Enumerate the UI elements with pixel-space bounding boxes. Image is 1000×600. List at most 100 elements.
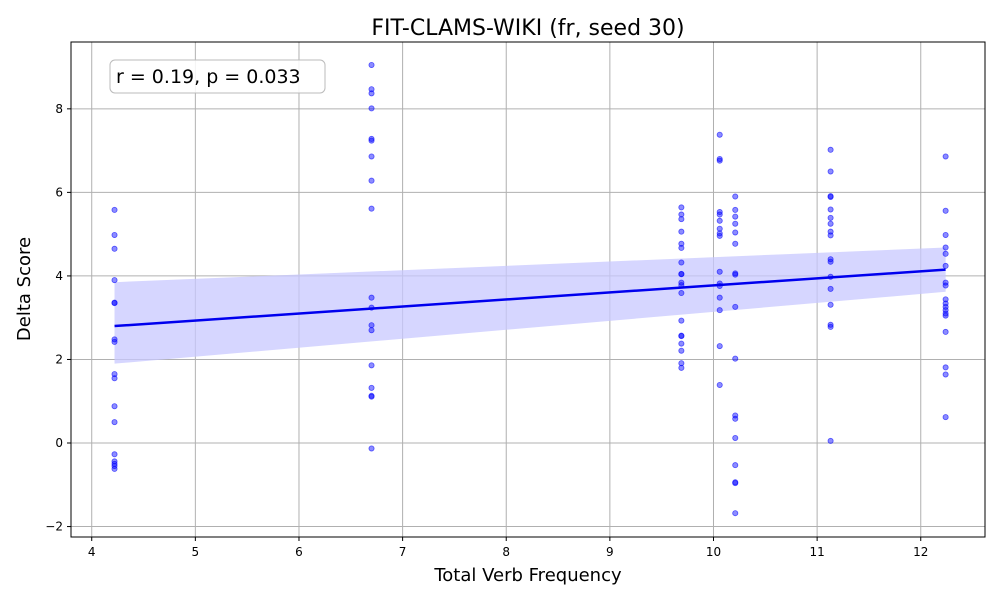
confidence-band-layer bbox=[114, 247, 946, 364]
data-point bbox=[678, 259, 685, 266]
data-point bbox=[716, 211, 723, 218]
x-tick-label: 8 bbox=[502, 545, 510, 559]
data-point bbox=[368, 137, 375, 144]
data-point bbox=[827, 168, 834, 175]
x-axis-label: Total Verb Frequency bbox=[433, 565, 622, 586]
data-point bbox=[827, 232, 834, 239]
stats-annotation: r = 0.19, p = 0.033 bbox=[109, 59, 326, 94]
x-tick-label: 12 bbox=[913, 545, 928, 559]
data-point bbox=[732, 480, 739, 487]
data-point bbox=[732, 355, 739, 362]
data-point bbox=[111, 375, 118, 382]
data-point bbox=[368, 205, 375, 212]
data-point bbox=[732, 415, 739, 422]
data-point bbox=[716, 307, 723, 314]
data-point bbox=[111, 206, 118, 213]
data-point bbox=[827, 437, 834, 444]
data-point bbox=[678, 271, 685, 278]
confidence-band bbox=[114, 247, 946, 364]
data-point bbox=[368, 384, 375, 391]
y-tick-label: 4 bbox=[55, 269, 63, 283]
annotation-box bbox=[109, 59, 326, 94]
data-point bbox=[942, 153, 949, 160]
x-axis-ticks: 4 5 6 7 8 9 10 11 12 bbox=[88, 537, 928, 559]
data-point bbox=[827, 206, 834, 213]
data-point bbox=[827, 323, 834, 330]
data-point bbox=[716, 225, 723, 232]
data-point bbox=[716, 268, 723, 275]
data-point bbox=[111, 451, 118, 458]
data-point bbox=[732, 510, 739, 517]
data-point bbox=[368, 327, 375, 334]
data-point bbox=[678, 364, 685, 371]
data-point bbox=[716, 381, 723, 388]
data-point bbox=[368, 294, 375, 301]
data-point bbox=[827, 220, 834, 227]
data-point bbox=[732, 271, 739, 278]
data-point bbox=[827, 258, 834, 265]
data-point bbox=[678, 244, 685, 251]
data-point bbox=[111, 338, 118, 345]
data-point bbox=[942, 312, 949, 319]
data-point bbox=[827, 193, 834, 200]
data-point bbox=[716, 232, 723, 239]
data-point bbox=[111, 300, 118, 307]
data-point bbox=[111, 419, 118, 426]
x-tick-label: 9 bbox=[606, 545, 614, 559]
data-point bbox=[942, 328, 949, 335]
data-point bbox=[678, 360, 685, 367]
data-point bbox=[942, 244, 949, 251]
data-point bbox=[368, 135, 375, 142]
data-point bbox=[942, 250, 949, 257]
data-point bbox=[732, 206, 739, 213]
data-point bbox=[368, 362, 375, 369]
data-point bbox=[716, 217, 723, 224]
data-point bbox=[942, 414, 949, 421]
y-tick-label: 2 bbox=[55, 352, 63, 366]
x-tick-label: 5 bbox=[192, 545, 200, 559]
data-point bbox=[678, 290, 685, 297]
data-point bbox=[678, 333, 685, 340]
data-point bbox=[732, 434, 739, 441]
data-point bbox=[368, 61, 375, 68]
data-point bbox=[111, 277, 118, 284]
data-point bbox=[942, 262, 949, 269]
data-point bbox=[111, 465, 118, 472]
regression-line-layer bbox=[114, 268, 946, 328]
data-point bbox=[942, 371, 949, 378]
x-tick-label: 7 bbox=[399, 545, 407, 559]
data-point bbox=[111, 403, 118, 410]
data-point bbox=[942, 207, 949, 214]
y-tick-label: −2 bbox=[45, 520, 63, 534]
data-point bbox=[732, 220, 739, 227]
data-point bbox=[368, 393, 375, 400]
data-point bbox=[716, 157, 723, 164]
data-point bbox=[827, 214, 834, 221]
data-point bbox=[368, 105, 375, 112]
data-point bbox=[716, 343, 723, 350]
data-point bbox=[732, 462, 739, 469]
plot-frame bbox=[70, 41, 986, 538]
data-point bbox=[827, 285, 834, 292]
y-axis-ticks: −2 0 2 4 6 8 bbox=[45, 102, 71, 534]
data-point bbox=[111, 231, 118, 238]
data-point bbox=[678, 228, 685, 235]
data-point bbox=[678, 317, 685, 324]
data-point bbox=[732, 193, 739, 200]
data-points bbox=[111, 61, 949, 517]
data-point bbox=[942, 231, 949, 238]
data-point bbox=[368, 86, 375, 93]
regression-line bbox=[114, 268, 946, 328]
data-point bbox=[678, 211, 685, 218]
data-point bbox=[111, 245, 118, 252]
data-point bbox=[942, 282, 949, 289]
data-point bbox=[678, 240, 685, 247]
data-point bbox=[827, 301, 834, 308]
x-tick-label: 10 bbox=[706, 545, 721, 559]
data-point bbox=[942, 310, 949, 317]
data-point bbox=[368, 90, 375, 97]
data-point bbox=[678, 204, 685, 211]
data-point bbox=[368, 153, 375, 160]
data-point bbox=[678, 340, 685, 347]
data-point bbox=[678, 216, 685, 223]
